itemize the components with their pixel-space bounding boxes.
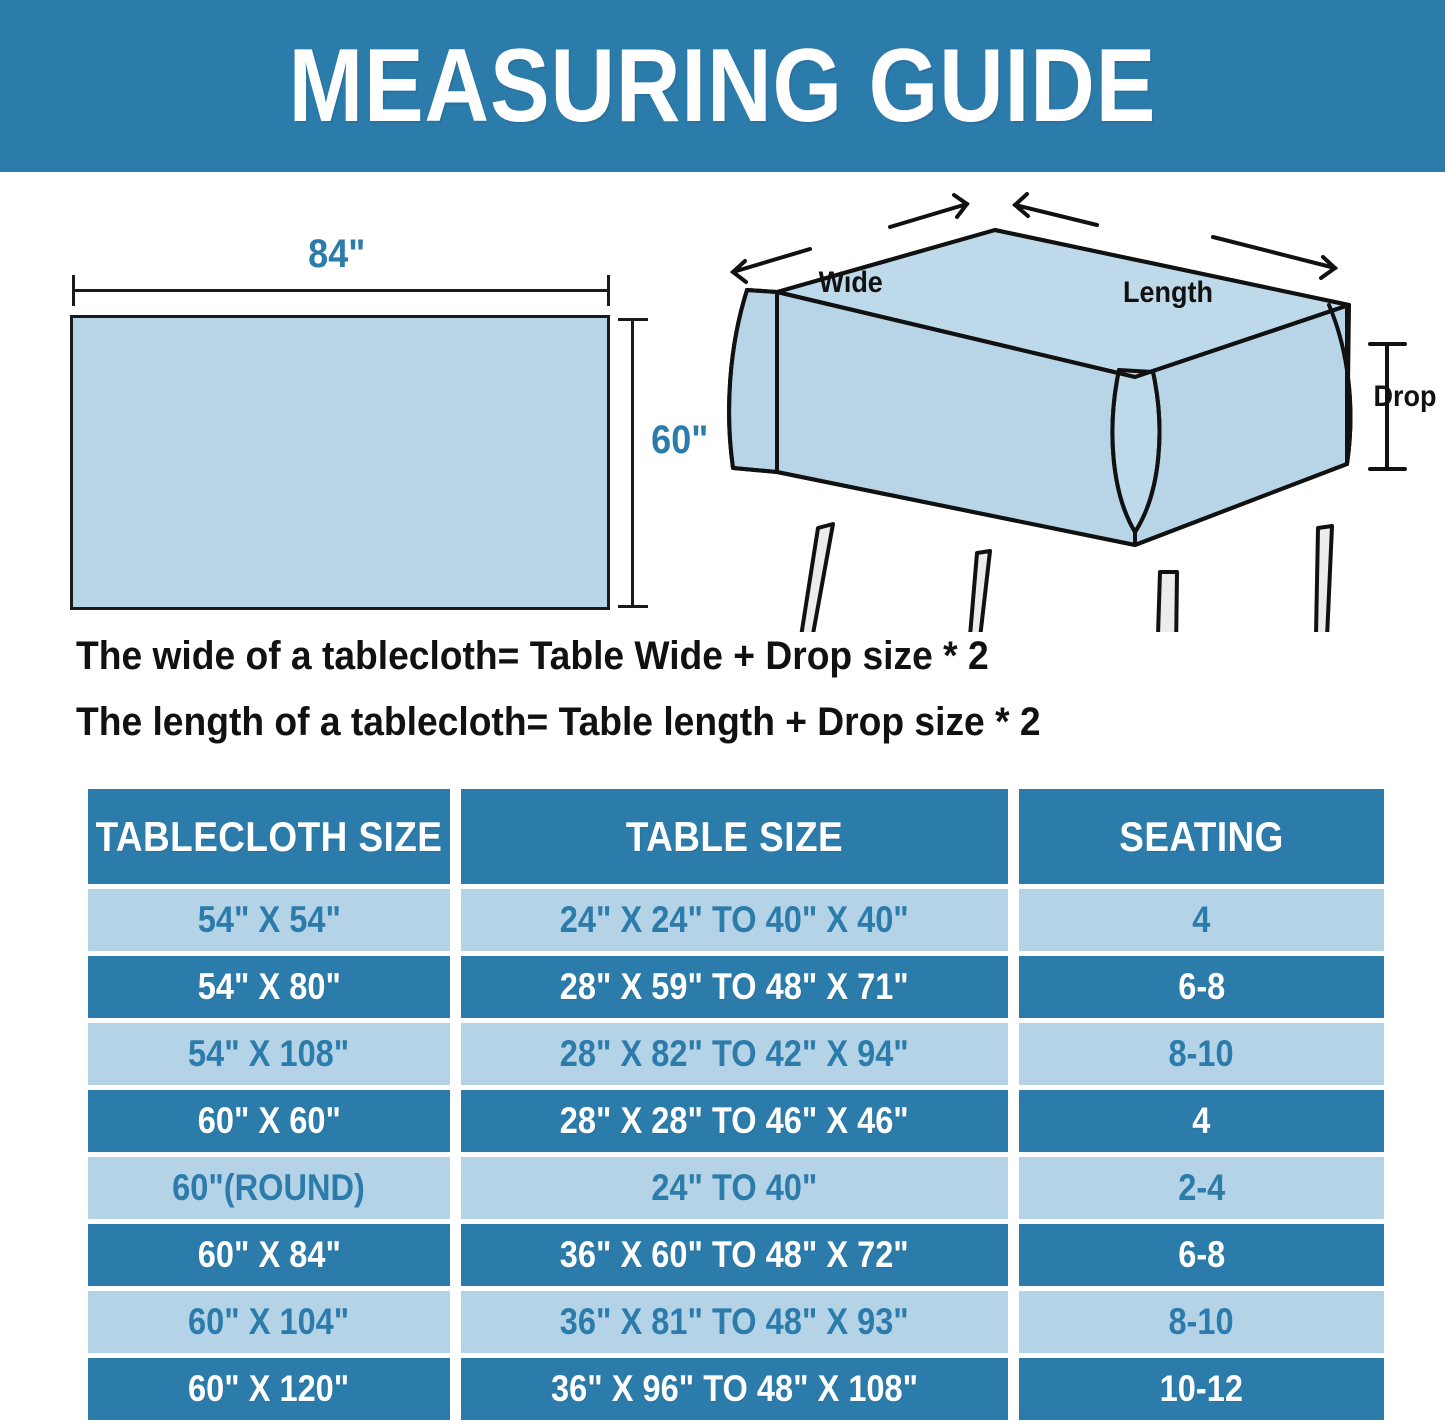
seating-value: 8-10 — [1168, 1301, 1235, 1342]
column-header-seating: SEATING — [1019, 789, 1384, 884]
tablecloth-size-value: 54" X 80" — [197, 966, 341, 1007]
formula-length: The length of a tablecloth= Table length… — [76, 700, 1041, 744]
diagram-area: 84" 60" — [0, 172, 1445, 632]
cell-seating: 10-12 — [1019, 1358, 1384, 1420]
table-row: 54" X 108" 28" X 82" TO 42" X 94" 8-10 — [88, 1023, 1384, 1085]
cell-tablecloth-size: 60"(ROUND) — [88, 1157, 450, 1219]
cell-tablecloth-size: 54" X 80" — [88, 956, 450, 1018]
seating-value: 2-4 — [1177, 1167, 1226, 1208]
width-dimension-label: 84" — [308, 232, 366, 276]
cell-seating: 4 — [1019, 1090, 1384, 1152]
height-dimension-label: 60" — [651, 418, 709, 462]
cell-tablecloth-size: 60" X 104" — [88, 1291, 450, 1353]
table-row: 60" X 60" 28" X 28" TO 46" X 46" 4 — [88, 1090, 1384, 1152]
flat-tablecloth-rect — [70, 315, 610, 610]
seating-value: 10-12 — [1159, 1368, 1244, 1409]
formula-width: The wide of a tablecloth= Table Wide + D… — [76, 634, 989, 678]
table-row: 60" X 104" 36" X 81" TO 48" X 93" 8-10 — [88, 1291, 1384, 1353]
seating-value: 8-10 — [1168, 1033, 1235, 1074]
cell-seating: 6-8 — [1019, 956, 1384, 1018]
cell-tablecloth-size: 60" X 120" — [88, 1358, 450, 1420]
width-dimension-line — [72, 289, 610, 292]
length-label: Length — [1122, 276, 1213, 309]
table-row: 54" X 80" 28" X 59" TO 48" X 71" 6-8 — [88, 956, 1384, 1018]
table-row: 60"(ROUND) 24" TO 40" 2-4 — [88, 1157, 1384, 1219]
seating-value: 4 — [1192, 899, 1211, 940]
table-size-value: 24" X 24" TO 40" X 40" — [560, 899, 909, 940]
draped-table-illustration: Wide Length Drop — [715, 172, 1445, 632]
size-chart-table: TABLECLOTH SIZE TABLE SIZE SEATING 54" X… — [88, 789, 1384, 1425]
formula-block: The wide of a tablecloth= Table Wide + D… — [76, 634, 1276, 766]
cell-table-size: 24" TO 40" — [461, 1157, 1008, 1219]
seating-value: 6-8 — [1177, 1234, 1226, 1275]
seating-value: 4 — [1192, 1100, 1211, 1141]
header-banner: MEASURING GUIDE — [0, 0, 1445, 172]
table-size-value: 28" X 82" TO 42" X 94" — [560, 1033, 909, 1074]
cell-seating: 8-10 — [1019, 1023, 1384, 1085]
cell-tablecloth-size: 54" X 108" — [88, 1023, 450, 1085]
column-header-tablecloth-size: TABLECLOTH SIZE — [88, 789, 450, 884]
cell-table-size: 28" X 28" TO 46" X 46" — [461, 1090, 1008, 1152]
tablecloth-size-value: 60" X 60" — [197, 1100, 341, 1141]
cell-seating: 6-8 — [1019, 1224, 1384, 1286]
cell-tablecloth-size: 60" X 60" — [88, 1090, 450, 1152]
table-row: 60" X 120" 36" X 96" TO 48" X 108" 10-12 — [88, 1358, 1384, 1420]
column-header-table-size: TABLE SIZE — [461, 789, 1008, 884]
cell-table-size: 28" X 82" TO 42" X 94" — [461, 1023, 1008, 1085]
cell-table-size: 36" X 60" TO 48" X 72" — [461, 1224, 1008, 1286]
table-size-value: 36" X 60" TO 48" X 72" — [560, 1234, 909, 1275]
height-dimension-line — [631, 318, 634, 608]
cell-tablecloth-size: 60" X 84" — [88, 1224, 450, 1286]
table-size-value: 36" X 96" TO 48" X 108" — [550, 1368, 919, 1409]
seating-value: 6-8 — [1177, 966, 1226, 1007]
cell-table-size: 28" X 59" TO 48" X 71" — [461, 956, 1008, 1018]
wide-label: Wide — [818, 266, 883, 299]
cell-seating: 2-4 — [1019, 1157, 1384, 1219]
length-dimension-arrow — [1011, 192, 1339, 280]
table-row: 60" X 84" 36" X 60" TO 48" X 72" 6-8 — [88, 1224, 1384, 1286]
table-row: 54" X 54" 24" X 24" TO 40" X 40" 4 — [88, 889, 1384, 951]
tablecloth-size-value: 60" X 120" — [188, 1368, 350, 1409]
table-size-value: 36" X 81" TO 48" X 93" — [560, 1301, 909, 1342]
tablecloth-size-value: 60" X 84" — [197, 1234, 341, 1275]
cell-table-size: 24" X 24" TO 40" X 40" — [461, 889, 1008, 951]
cell-table-size: 36" X 81" TO 48" X 93" — [461, 1291, 1008, 1353]
wide-dimension-arrow — [729, 193, 970, 284]
table-leg — [799, 522, 1334, 632]
tablecloth-size-value: 54" X 54" — [197, 899, 341, 940]
drop-label: Drop — [1373, 380, 1437, 413]
table-body: 54" X 54" 24" X 24" TO 40" X 40" 4 54" X 80… — [88, 889, 1384, 1420]
table-size-value: 28" X 59" TO 48" X 71" — [560, 966, 909, 1007]
tablecloth-size-value: 54" X 108" — [188, 1033, 350, 1074]
table-header-row: TABLECLOTH SIZE TABLE SIZE SEATING — [88, 789, 1384, 884]
cell-tablecloth-size: 54" X 54" — [88, 889, 450, 951]
cell-table-size: 36" X 96" TO 48" X 108" — [461, 1358, 1008, 1420]
tablecloth-size-value: 60"(ROUND) — [172, 1167, 366, 1208]
page-title: MEASURING GUIDE — [288, 28, 1157, 144]
table-size-value: 28" X 28" TO 46" X 46" — [560, 1100, 909, 1141]
tablecloth-size-value: 60" X 104" — [188, 1301, 350, 1342]
cell-seating: 4 — [1019, 889, 1384, 951]
table-size-value: 24" TO 40" — [651, 1167, 818, 1208]
drop-dimension-line — [1368, 342, 1407, 471]
cell-seating: 8-10 — [1019, 1291, 1384, 1353]
